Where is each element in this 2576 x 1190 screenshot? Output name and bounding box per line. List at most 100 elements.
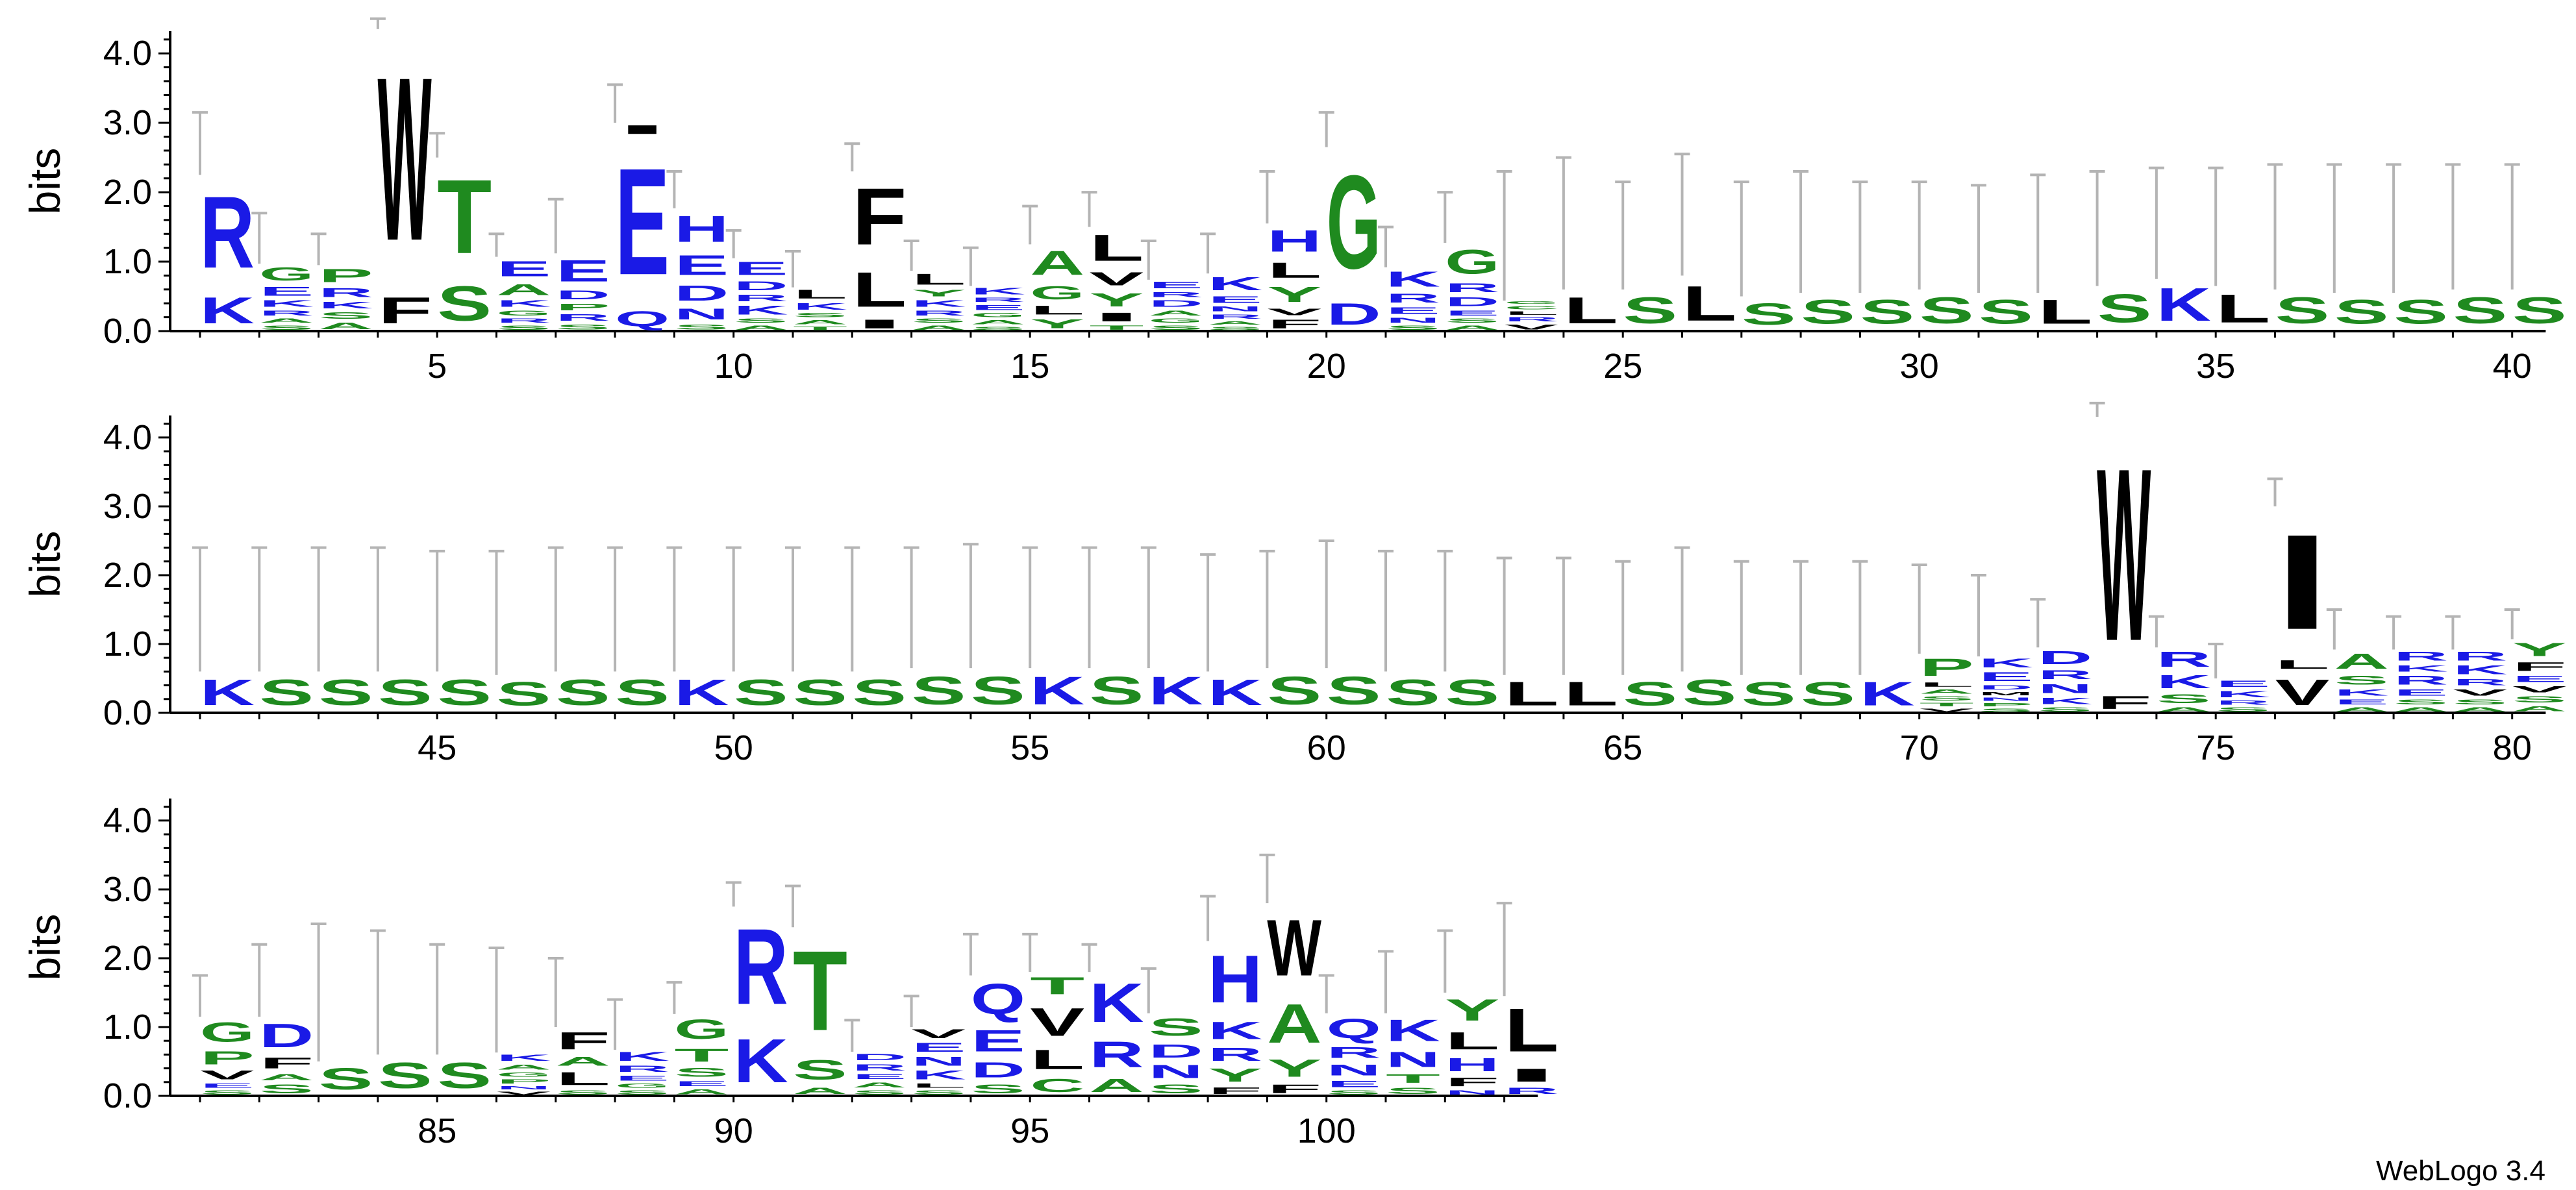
logo-letter: G (497, 1071, 551, 1078)
logo-letter: S (1445, 672, 1499, 713)
logo-letter: F (2512, 660, 2567, 673)
x-tick-label: 40 (2493, 347, 2532, 386)
logo-letter: P (1919, 654, 1974, 681)
logo-letter: A (793, 1085, 847, 1096)
logo-letter: L (1030, 1044, 1084, 1075)
logo-letter: L (1505, 675, 1559, 713)
logo-letter: K (2038, 695, 2092, 706)
logo-letter: S (378, 1055, 432, 1096)
logo-letter: S (2275, 290, 2330, 332)
logo-letter: K (1030, 668, 1084, 713)
logo-letter: T (437, 158, 492, 275)
logo-letter: S (852, 672, 907, 713)
logo-letter: R (1090, 1034, 1144, 1075)
logo-letter: A (497, 281, 551, 299)
logo-letter: N (1327, 1061, 1381, 1079)
logo-letter: S (1327, 1089, 1381, 1096)
logo-letter: S (2097, 286, 2152, 331)
logo-letter: K (793, 301, 847, 312)
logo-letter: F (378, 290, 432, 332)
logo-letter: M (1979, 691, 2033, 696)
y-tick-label: 4.0 (103, 34, 152, 73)
logo-letter: L (2275, 658, 2330, 671)
logo-letter: S (1386, 1085, 1440, 1096)
logo-letter: S (615, 1089, 669, 1096)
logo-letter: L (793, 287, 847, 301)
y-tick-label: 2.0 (103, 556, 152, 595)
logo-position-52: S (844, 546, 907, 719)
logo-position-38: S (2386, 163, 2448, 338)
logo-letter: S (1860, 293, 1914, 331)
logo-letter: N (1208, 304, 1262, 313)
y-axis-label: bits (21, 531, 69, 598)
logo-letter: S (971, 325, 1025, 331)
logo-letter: G (1149, 317, 1203, 325)
logo-position-68: S (1793, 560, 1855, 719)
logo-letter: T (793, 325, 847, 331)
logo-letter: H (1267, 224, 1321, 258)
logo-letter: G (200, 1017, 255, 1047)
logo-position-64: L (1555, 556, 1618, 719)
logo-letter: S (1801, 675, 1855, 713)
y-tick-label: 3.0 (103, 870, 152, 909)
logo-letter: E (1327, 1079, 1381, 1089)
logo-letter: G (615, 1082, 669, 1089)
logo-letter: D (734, 279, 788, 293)
logo-position-69: K (1852, 560, 1914, 719)
logo-letter: S (1919, 695, 1974, 702)
logo-letter: S (1149, 324, 1203, 331)
logo-position-29: S (1852, 180, 1914, 338)
logo-letter: K (615, 1050, 669, 1063)
logo-letter: A (497, 1063, 551, 1071)
logo-position-103: RIL (1496, 902, 1559, 1102)
logo-letter: P (200, 1048, 255, 1069)
logo-position-76: VLI (2267, 477, 2330, 719)
logo-letter: K (2334, 688, 2389, 698)
logo-letter: V (1919, 707, 1974, 712)
x-tick-label: 85 (418, 1111, 456, 1150)
logo-letter: S (497, 675, 551, 713)
logo-letter: T (674, 1045, 729, 1066)
logo-position-4: FW (369, 17, 432, 338)
logo-letter: R (971, 297, 1025, 304)
logo-letter: A (852, 1081, 907, 1089)
logo-letter: Y (1445, 993, 1499, 1027)
y-tick-label: 0.0 (103, 693, 152, 732)
logo-letter: K (200, 672, 255, 713)
logo-letter: A (1208, 320, 1262, 326)
logo-letter: L (1090, 227, 1144, 269)
logo-letter: K (319, 300, 373, 310)
x-tick-label: 95 (1010, 1111, 1049, 1150)
logo-letter: S (2512, 290, 2567, 332)
logo-position-42: S (251, 546, 314, 719)
x-tick-label: 100 (1297, 1111, 1356, 1150)
logo-letter: E (1208, 294, 1262, 304)
logo-letter: T (1090, 324, 1144, 331)
logo-letter: Q (615, 306, 669, 330)
logo-position-58: K (1200, 553, 1262, 719)
logo-letter: T (1030, 973, 1084, 1000)
logo-letter: F (1445, 1075, 1499, 1089)
logo-letter: S (1149, 1013, 1203, 1041)
logo-letter: I (2275, 507, 2330, 658)
y-tick-label: 3.0 (103, 103, 152, 142)
x-tick-label: 65 (1603, 728, 1642, 767)
logo-letter: S (1979, 707, 2033, 712)
logo-letter: E (852, 1072, 907, 1081)
logo-letter: F (259, 1054, 314, 1072)
logo-letter: I (1090, 310, 1144, 324)
